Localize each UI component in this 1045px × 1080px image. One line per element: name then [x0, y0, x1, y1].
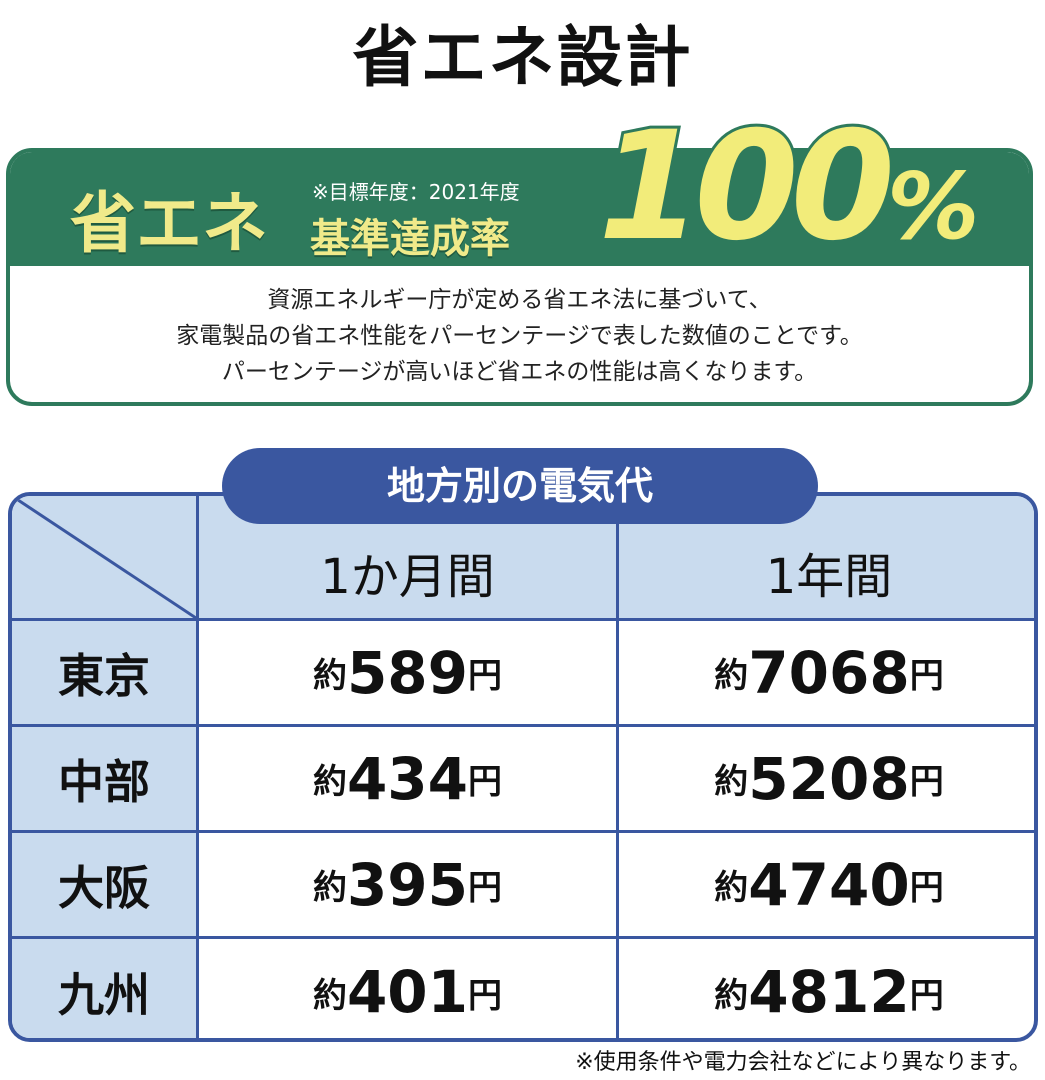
currency-unit: 円	[909, 868, 944, 908]
region-name: 中部	[58, 754, 150, 809]
footnote: ※使用条件や電力会社などにより異なります。	[575, 1050, 1031, 1075]
prefix: 約	[714, 656, 749, 696]
cost-value: 4740	[748, 850, 910, 919]
yearly-cost-cell: 約 5208 円	[619, 727, 1034, 833]
monthly-cost-cell: 約 434 円	[199, 727, 619, 833]
description-line: 資源エネルギー庁が定める省エネ法に基づいて、	[267, 287, 772, 313]
page-title: 省エネ設計	[352, 19, 693, 96]
currency-unit: 円	[909, 975, 944, 1016]
region-name: 九州	[58, 968, 150, 1022]
description-line: 家電製品の省エネ性能をパーセンテージで表した数値のことです。	[176, 323, 863, 349]
region-cell: 東京	[12, 621, 199, 727]
currency-unit: 円	[468, 762, 503, 802]
cost-value: 434	[346, 744, 469, 813]
prefix: 約	[714, 762, 749, 802]
monthly-cost-cell: 約 401 円	[199, 939, 619, 1038]
electricity-cost-table: 1か月間 1年間 東京約 589 円約 7068 円中部約 434 円約 5208 円大阪約 39…	[8, 492, 1038, 1042]
prefix: 約	[312, 975, 347, 1016]
cost-value: 395	[346, 850, 469, 919]
energy-saving-banner: 省エネ ※目標年度：2021年度 基準達成率 資源エネルギー庁が定める省エネ法に…	[6, 148, 1033, 406]
currency-unit: 円	[909, 762, 944, 802]
prefix: 約	[312, 762, 347, 802]
table-title: 地方別の電気代	[222, 448, 818, 524]
yearly-cost-cell: 約 7068 円	[619, 621, 1034, 727]
region-name: 大阪	[58, 860, 150, 915]
region-cell: 九州	[12, 939, 199, 1038]
corner-cell	[12, 496, 199, 621]
target-year-note: ※目標年度：2021年度	[312, 180, 520, 204]
rate-unit: %	[884, 150, 982, 263]
prefix: 約	[714, 868, 749, 908]
prefix: 約	[714, 975, 749, 1016]
banner-header: 省エネ ※目標年度：2021年度 基準達成率	[10, 152, 1029, 266]
cost-value: 589	[346, 638, 469, 707]
currency-unit: 円	[468, 975, 503, 1016]
cost-value: 4812	[748, 958, 910, 1026]
diagonal-line	[12, 496, 196, 618]
yearly-cost-cell: 約 4740 円	[619, 833, 1034, 939]
monthly-cost-cell: 約 589 円	[199, 621, 619, 727]
region-name: 東京	[58, 648, 150, 703]
currency-unit: 円	[909, 656, 944, 696]
description-line: パーセンテージが高いほど省エネの性能は高くなります。	[221, 359, 818, 385]
prefix: 約	[312, 868, 347, 908]
cost-value: 401	[346, 958, 469, 1026]
yearly-cost-cell: 約 4812 円	[619, 939, 1034, 1038]
banner-sub-label: 基準達成率	[310, 216, 510, 262]
banner-label: 省エネ	[70, 185, 268, 262]
achievement-rate: 100%	[595, 97, 982, 277]
prefix: 約	[312, 656, 347, 696]
currency-unit: 円	[468, 868, 503, 908]
currency-unit: 円	[468, 656, 503, 696]
cost-value: 7068	[748, 638, 910, 707]
rate-value: 100	[595, 97, 898, 277]
region-cell: 中部	[12, 727, 199, 833]
region-cell: 大阪	[12, 833, 199, 939]
cost-value: 5208	[748, 744, 910, 813]
banner-description: 資源エネルギー庁が定める省エネ法に基づいて、 家電製品の省エネ性能をパーセンテー…	[10, 282, 1029, 390]
monthly-cost-cell: 約 395 円	[199, 833, 619, 939]
